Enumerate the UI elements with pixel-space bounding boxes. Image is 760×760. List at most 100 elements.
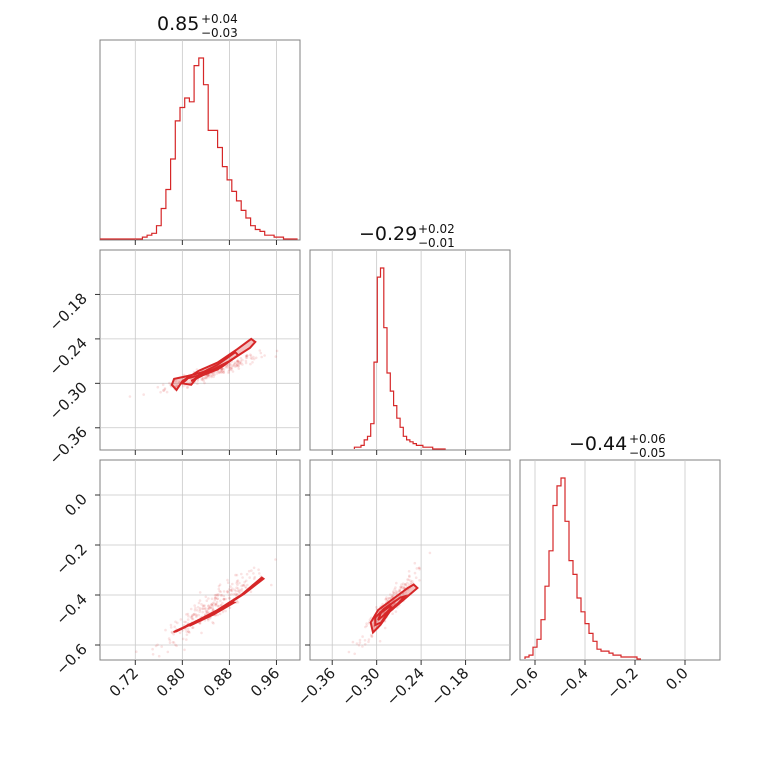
scatter-point xyxy=(236,589,240,593)
scatter-point xyxy=(164,628,167,632)
scatter-point xyxy=(393,588,396,591)
scatter-point xyxy=(407,578,411,582)
scatter-point xyxy=(370,635,374,638)
title-1-minus: −0.01 xyxy=(418,236,455,250)
scatter-point xyxy=(219,603,223,607)
scatter-point xyxy=(244,585,247,588)
scatter-point xyxy=(168,639,172,642)
scatter-point xyxy=(229,588,233,592)
scatter-point xyxy=(221,610,225,614)
scatter-point xyxy=(236,579,240,582)
scatter-point xyxy=(214,596,217,599)
scatter-point xyxy=(250,357,254,361)
scatter-point xyxy=(238,591,242,595)
tick-label-y-param-1: −0.30 xyxy=(46,378,91,423)
tick-label-y-param-1: −0.24 xyxy=(46,334,91,379)
scatter-point xyxy=(217,587,221,591)
scatter-point xyxy=(214,604,218,607)
tick-label-x-param-2: −0.4 xyxy=(553,664,591,702)
scatter-point xyxy=(225,366,228,369)
scatter-point xyxy=(236,359,239,363)
scatter-point xyxy=(218,371,222,374)
scatter-point xyxy=(201,610,204,614)
scatter-point xyxy=(369,616,373,620)
scatter-point xyxy=(207,375,211,379)
scatter-point xyxy=(212,601,216,604)
scatter-point xyxy=(238,581,241,585)
title-2-value: −0.44 xyxy=(569,433,627,455)
scatter-point xyxy=(230,366,234,369)
scatter-point xyxy=(205,599,209,602)
scatter-point xyxy=(187,614,190,618)
title-0-minus: −0.03 xyxy=(201,26,238,40)
scatter-point xyxy=(160,645,163,648)
scatter-point xyxy=(212,375,215,379)
scatter-point xyxy=(210,603,213,606)
scatter-point xyxy=(217,584,221,588)
scatter-point xyxy=(206,610,209,613)
scatter-point xyxy=(230,593,233,596)
scatter-point xyxy=(384,598,388,601)
scatter-point xyxy=(218,583,222,586)
scatter-point xyxy=(231,582,234,586)
scatter-point xyxy=(227,364,230,367)
scatter-point xyxy=(226,578,229,582)
scatter-point xyxy=(370,635,374,638)
tick-label-x-param-0: 0.72 xyxy=(106,664,142,700)
scatter-point xyxy=(220,368,223,371)
tick-label-x-param-1: −0.36 xyxy=(294,664,339,709)
scatter-point xyxy=(236,587,240,590)
scatter-point xyxy=(203,604,206,607)
scatter-point xyxy=(227,596,231,600)
contour-1-2-level-2 xyxy=(377,605,393,621)
scatter-point xyxy=(236,362,239,366)
scatter-point xyxy=(212,373,215,376)
scatter-point xyxy=(392,593,395,596)
scatter-point xyxy=(220,367,223,371)
scatter-point xyxy=(247,569,251,573)
scatter-point xyxy=(211,608,215,612)
scatter-point xyxy=(237,590,241,593)
scatter-point xyxy=(207,604,210,607)
scatter-point xyxy=(215,600,219,604)
scatter-point xyxy=(396,590,400,594)
scatter-point xyxy=(200,378,203,381)
scatter-point xyxy=(190,614,194,617)
scatter-point xyxy=(214,602,218,606)
scatter-point xyxy=(237,367,241,370)
scatter-point xyxy=(200,377,204,380)
scatter-point xyxy=(249,353,252,357)
scatter-point xyxy=(206,611,209,615)
scatter-point xyxy=(244,579,248,583)
scatter-point xyxy=(417,566,421,570)
scatter-point xyxy=(156,643,159,647)
scatter-point xyxy=(183,620,186,624)
scatter-point xyxy=(193,604,196,607)
scatter-point xyxy=(229,363,233,367)
scatter-point xyxy=(216,594,220,597)
scatter-point xyxy=(175,384,179,387)
scatter-point xyxy=(234,365,237,368)
scatter-point xyxy=(198,622,202,625)
scatter-point xyxy=(244,586,248,590)
scatter-point xyxy=(198,621,202,625)
title-2-plus: +0.06 xyxy=(629,432,666,446)
scatter-point xyxy=(367,640,370,644)
scatter-point xyxy=(163,387,167,390)
scatter-point xyxy=(235,586,238,589)
scatter-point xyxy=(402,585,405,588)
scatter-point xyxy=(222,598,225,601)
scatter-point xyxy=(173,625,176,629)
tick-label-y-param-2: 0.0 xyxy=(61,490,91,520)
scatter-point xyxy=(235,599,239,603)
scatter-point xyxy=(228,365,231,369)
scatter-point xyxy=(190,617,194,621)
title-param-0: 0.85 +0.04 −0.03 xyxy=(157,12,238,40)
scatter-point xyxy=(195,615,198,619)
scatter-point xyxy=(227,588,231,591)
scatter-point xyxy=(207,374,210,378)
histogram-param-2 xyxy=(524,477,641,660)
scatter-point xyxy=(384,597,388,601)
scatter-point xyxy=(213,373,216,376)
scatter-point xyxy=(252,577,256,580)
